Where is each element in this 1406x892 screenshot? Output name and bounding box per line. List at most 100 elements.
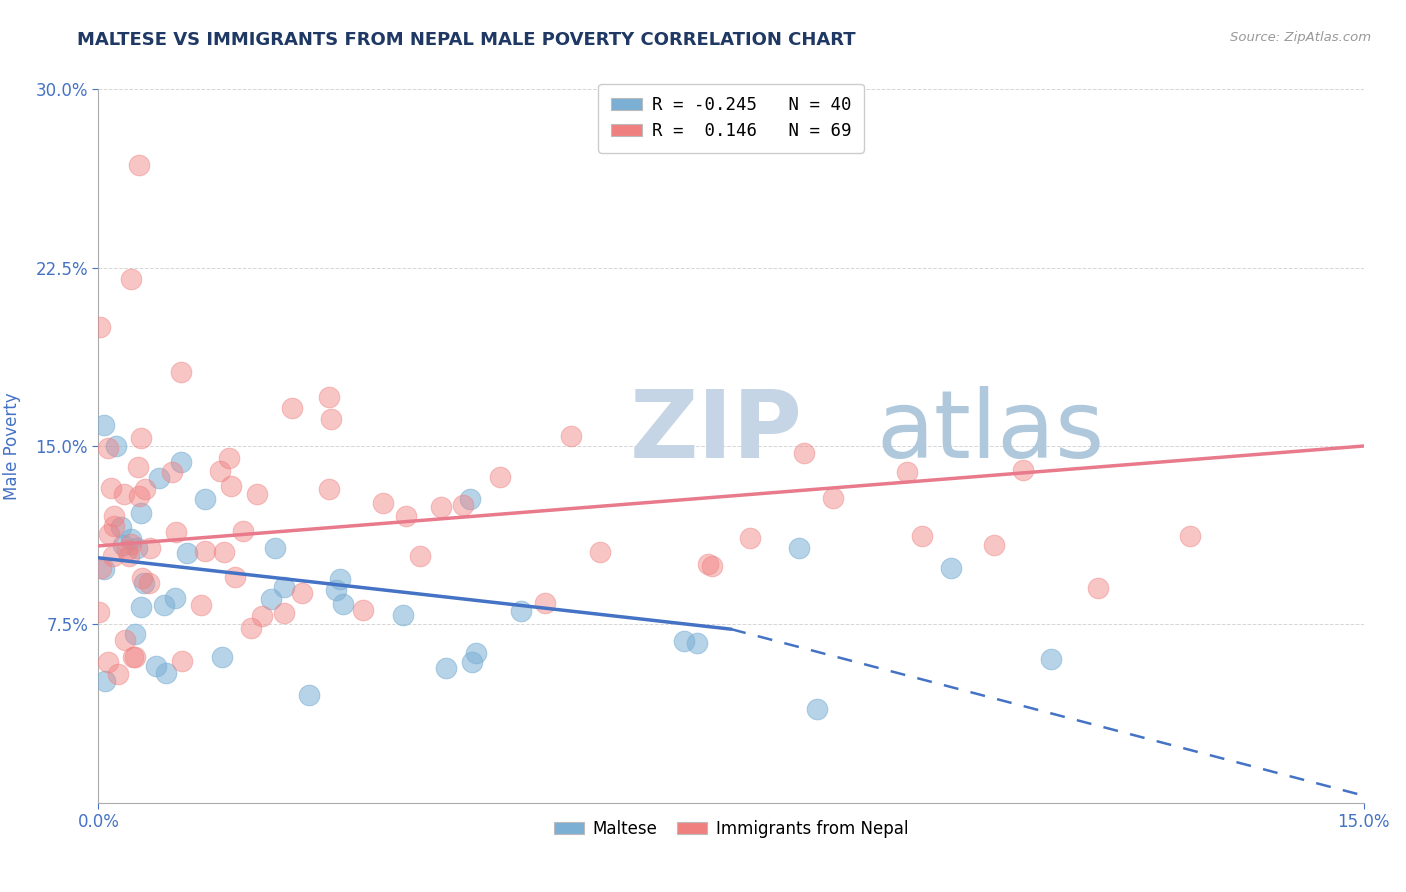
Point bbox=[100, 481, 122, 495]
Point bbox=[352, 603, 374, 617]
Point bbox=[589, 545, 612, 559]
Point bbox=[291, 586, 314, 600]
Point bbox=[153, 598, 176, 612]
Point bbox=[325, 583, 347, 598]
Point bbox=[281, 401, 304, 415]
Point bbox=[458, 491, 481, 506]
Point bbox=[194, 491, 217, 506]
Point bbox=[194, 544, 217, 558]
Point bbox=[129, 600, 152, 615]
Text: ZIP: ZIP bbox=[630, 385, 803, 478]
Point bbox=[787, 541, 810, 555]
Point bbox=[1039, 652, 1062, 666]
Point bbox=[170, 455, 193, 469]
Point bbox=[298, 688, 321, 702]
Point bbox=[250, 609, 273, 624]
Point bbox=[260, 592, 283, 607]
Point bbox=[134, 483, 156, 497]
Point bbox=[264, 541, 287, 555]
Point bbox=[122, 650, 145, 665]
Text: atlas: atlas bbox=[877, 385, 1105, 478]
Text: Source: ZipAtlas.com: Source: ZipAtlas.com bbox=[1230, 31, 1371, 45]
Point bbox=[464, 646, 486, 660]
Point bbox=[124, 626, 146, 640]
Point bbox=[165, 591, 187, 605]
Point bbox=[120, 272, 142, 286]
Text: MALTESE VS IMMIGRANTS FROM NEPAL MALE POVERTY CORRELATION CHART: MALTESE VS IMMIGRANTS FROM NEPAL MALE PO… bbox=[77, 31, 856, 49]
Point bbox=[371, 496, 394, 510]
Point bbox=[148, 471, 170, 485]
Point bbox=[110, 519, 132, 533]
Point bbox=[114, 633, 136, 648]
Point bbox=[806, 702, 828, 716]
Point bbox=[488, 469, 510, 483]
Point bbox=[128, 158, 150, 172]
Point bbox=[218, 450, 240, 465]
Point bbox=[273, 580, 295, 594]
Point bbox=[190, 598, 212, 612]
Legend: Maltese, Immigrants from Nepal: Maltese, Immigrants from Nepal bbox=[547, 814, 915, 845]
Point bbox=[124, 650, 146, 665]
Point bbox=[209, 465, 232, 479]
Point bbox=[533, 596, 555, 610]
Point bbox=[1087, 581, 1109, 595]
Point bbox=[115, 543, 138, 558]
Point bbox=[232, 524, 254, 538]
Point bbox=[155, 665, 177, 680]
Point bbox=[138, 575, 160, 590]
Point bbox=[89, 320, 111, 334]
Point bbox=[101, 549, 124, 564]
Point bbox=[321, 412, 343, 426]
Point bbox=[246, 486, 269, 500]
Point bbox=[103, 518, 125, 533]
Point bbox=[673, 633, 696, 648]
Point bbox=[129, 431, 152, 445]
Point bbox=[911, 529, 934, 543]
Point bbox=[120, 536, 142, 550]
Point bbox=[560, 429, 582, 443]
Point bbox=[318, 390, 340, 404]
Point bbox=[132, 575, 155, 590]
Point bbox=[111, 537, 134, 551]
Point bbox=[939, 561, 962, 575]
Point bbox=[429, 500, 451, 514]
Point bbox=[131, 571, 153, 585]
Point bbox=[697, 557, 720, 571]
Point bbox=[105, 439, 128, 453]
Point bbox=[165, 524, 187, 539]
Point bbox=[170, 654, 193, 668]
Point bbox=[219, 479, 242, 493]
Point bbox=[392, 607, 415, 622]
Point bbox=[90, 561, 112, 575]
Point bbox=[329, 572, 352, 586]
Point bbox=[434, 661, 457, 675]
Point bbox=[212, 545, 235, 559]
Point bbox=[509, 604, 531, 618]
Point bbox=[211, 650, 233, 665]
Point bbox=[145, 658, 167, 673]
Point bbox=[129, 506, 152, 520]
Point bbox=[224, 570, 246, 584]
Point bbox=[120, 532, 142, 546]
Point bbox=[1012, 463, 1035, 477]
Point bbox=[318, 482, 340, 496]
Point bbox=[395, 509, 418, 524]
Point bbox=[93, 562, 115, 576]
Point bbox=[983, 538, 1005, 552]
Point bbox=[170, 365, 193, 379]
Y-axis label: Male Poverty: Male Poverty bbox=[3, 392, 21, 500]
Point bbox=[97, 655, 120, 669]
Point bbox=[409, 549, 432, 564]
Point bbox=[87, 605, 110, 619]
Point bbox=[702, 559, 724, 574]
Point bbox=[273, 606, 295, 620]
Point bbox=[160, 465, 183, 479]
Point bbox=[896, 465, 918, 479]
Point bbox=[793, 446, 815, 460]
Point bbox=[107, 666, 129, 681]
Point bbox=[686, 636, 709, 650]
Point bbox=[821, 491, 844, 505]
Point bbox=[240, 622, 263, 636]
Point bbox=[176, 546, 198, 560]
Point bbox=[139, 541, 162, 555]
